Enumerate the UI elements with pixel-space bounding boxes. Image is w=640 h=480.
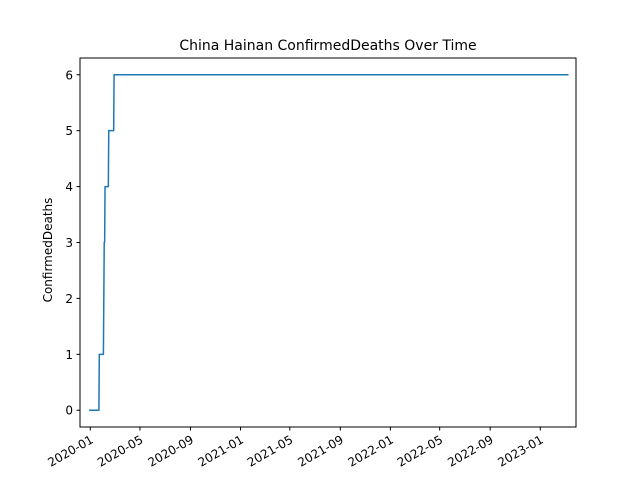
y-tick-label: 1 <box>65 348 73 362</box>
plot-frame <box>79 57 577 428</box>
y-tick-label: 0 <box>65 404 73 418</box>
x-tick-label: 2022-01 <box>345 432 395 469</box>
x-tick-label: 2023-01 <box>495 432 545 469</box>
y-tick-label: 2 <box>65 292 73 306</box>
x-tick-label: 2022-09 <box>445 432 495 469</box>
y-tick-label: 4 <box>65 180 73 194</box>
x-tick-label: 2022-05 <box>395 432 445 469</box>
x-tick-label: 2021-05 <box>245 432 295 469</box>
x-tick-label: 2020-05 <box>95 432 145 469</box>
chart-title: China Hainan ConfirmedDeaths Over Time <box>179 38 476 54</box>
y-tick-label: 5 <box>65 124 73 138</box>
series-line <box>89 74 569 411</box>
x-tick-label: 2020-01 <box>45 432 95 469</box>
y-axis-label: ConfirmedDeaths <box>41 198 55 303</box>
x-tick-label: 2020-09 <box>146 432 196 469</box>
x-tick-label: 2021-01 <box>196 432 246 469</box>
y-tick-label: 3 <box>65 236 73 250</box>
x-tick-label: 2021-09 <box>295 432 345 469</box>
y-tick-label: 6 <box>65 68 73 82</box>
